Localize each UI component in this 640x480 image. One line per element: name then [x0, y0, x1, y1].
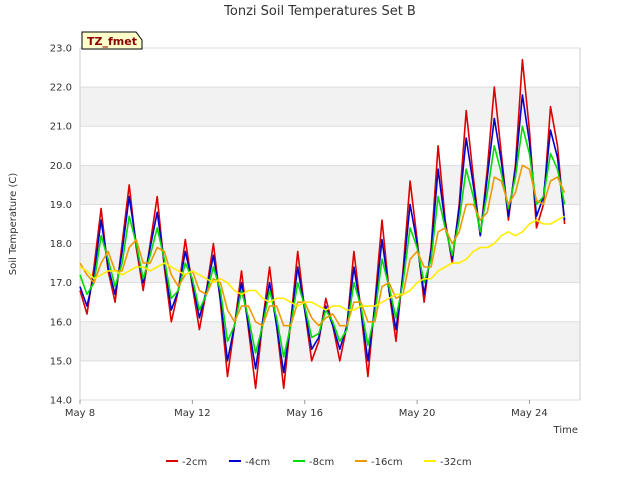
legend-label: -32cm: [440, 457, 472, 468]
site-badge-label: TZ_fmet: [87, 35, 137, 48]
legend-label: -8cm: [309, 457, 334, 468]
legend: -2cm -4cm -8cm -16cm -32cm: [166, 457, 472, 468]
y-axis-label: Soil Temperature (C): [8, 173, 19, 276]
series-lines: [79, 58, 566, 390]
chart-title: Tonzi Soil Temperatures Set B: [223, 4, 416, 19]
series-line-16cm: [79, 164, 566, 327]
plot-background-bands: [80, 87, 580, 361]
y-tick-label: 23.0: [50, 44, 72, 55]
y-tick-label: 22.0: [50, 83, 72, 94]
legend-label: -2cm: [182, 457, 207, 468]
band: [80, 87, 580, 127]
x-axis-ticks: May 8 May 12 May 16 May 20 May 24: [65, 400, 548, 419]
band: [80, 165, 580, 205]
y-tick-label: 21.0: [50, 122, 72, 133]
y-tick-label: 16.0: [50, 317, 72, 328]
legend-label: -4cm: [245, 457, 270, 468]
site-badge: TZ_fmet: [81, 31, 143, 50]
x-tick-label: May 12: [174, 408, 211, 419]
series-line-32cm: [79, 215, 565, 311]
y-tick-label: 15.0: [50, 356, 72, 367]
x-tick-label: May 20: [399, 408, 436, 419]
y-axis-ticks: 14.0 15.0 16.0 17.0 18.0 19.0 20.0 21.0 22.0 23.0: [50, 44, 72, 407]
x-tick-label: May 8: [65, 408, 95, 419]
band: [80, 243, 580, 283]
y-tick-label: 18.0: [50, 239, 72, 250]
x-axis-label: Time: [553, 425, 578, 436]
y-tick-label: 19.0: [50, 200, 72, 211]
band: [80, 321, 580, 361]
y-tick-label: 14.0: [50, 396, 72, 407]
site-badge-box: [81, 31, 143, 50]
grid-lines: [80, 47, 580, 401]
legend-label: -16cm: [371, 457, 403, 468]
x-tick-label: May 24: [511, 408, 548, 419]
x-tick-label: May 16: [286, 408, 323, 419]
y-tick-label: 17.0: [50, 278, 72, 289]
y-tick-label: 20.0: [50, 161, 72, 172]
